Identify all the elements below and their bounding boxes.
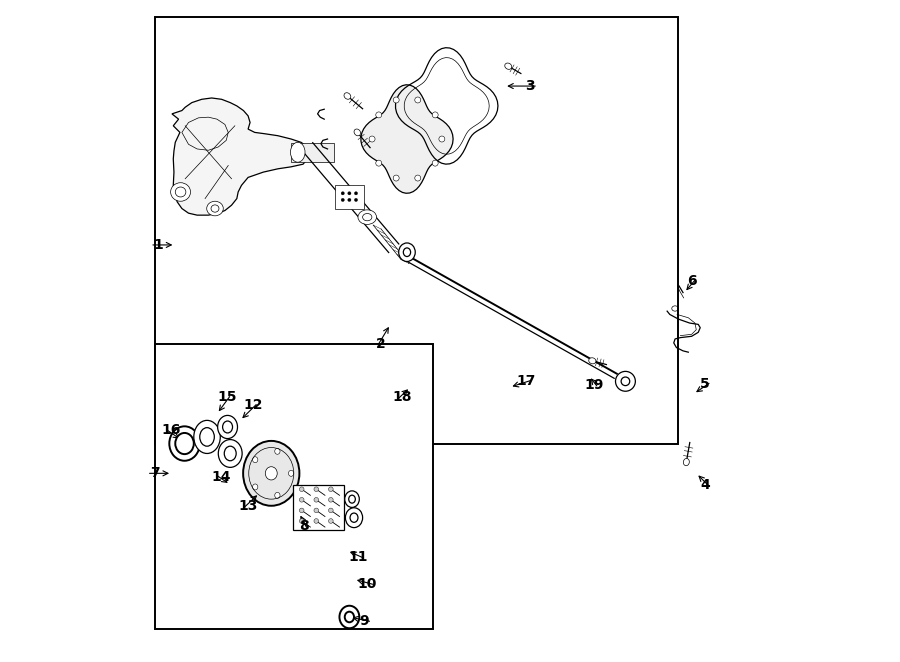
Ellipse shape xyxy=(344,93,351,99)
Ellipse shape xyxy=(274,493,280,498)
Ellipse shape xyxy=(355,199,357,201)
Ellipse shape xyxy=(253,484,257,490)
Ellipse shape xyxy=(328,519,333,523)
Ellipse shape xyxy=(224,446,236,461)
Text: 12: 12 xyxy=(243,398,263,412)
Ellipse shape xyxy=(219,440,242,467)
Ellipse shape xyxy=(616,371,635,391)
Ellipse shape xyxy=(200,428,214,446)
Polygon shape xyxy=(172,98,308,215)
Ellipse shape xyxy=(266,467,277,480)
Ellipse shape xyxy=(369,136,375,142)
Ellipse shape xyxy=(341,199,345,201)
Text: 10: 10 xyxy=(357,577,377,591)
Bar xyxy=(335,185,364,209)
Ellipse shape xyxy=(347,192,351,195)
Bar xyxy=(156,344,434,629)
Ellipse shape xyxy=(339,606,359,628)
Ellipse shape xyxy=(347,199,351,201)
Ellipse shape xyxy=(376,112,382,118)
Ellipse shape xyxy=(300,508,304,512)
Text: 3: 3 xyxy=(525,79,535,93)
Ellipse shape xyxy=(328,508,333,512)
Text: 15: 15 xyxy=(217,390,237,404)
Bar xyxy=(293,485,344,530)
Ellipse shape xyxy=(399,243,415,261)
Ellipse shape xyxy=(358,210,376,224)
Polygon shape xyxy=(361,85,453,193)
Text: 9: 9 xyxy=(359,614,369,628)
Text: 4: 4 xyxy=(700,477,710,492)
Ellipse shape xyxy=(393,175,400,181)
Ellipse shape xyxy=(314,519,319,523)
Bar xyxy=(291,143,334,162)
Ellipse shape xyxy=(291,142,305,162)
Ellipse shape xyxy=(345,612,354,622)
Ellipse shape xyxy=(345,491,359,507)
Ellipse shape xyxy=(341,192,345,195)
Ellipse shape xyxy=(169,426,200,461)
Text: 16: 16 xyxy=(161,423,180,438)
Ellipse shape xyxy=(253,457,257,463)
Ellipse shape xyxy=(350,513,358,522)
Text: 8: 8 xyxy=(300,519,310,534)
Ellipse shape xyxy=(348,495,356,503)
Ellipse shape xyxy=(243,441,300,506)
Text: 7: 7 xyxy=(150,466,160,481)
Ellipse shape xyxy=(355,192,357,195)
Text: 5: 5 xyxy=(700,377,710,391)
Ellipse shape xyxy=(314,498,319,502)
Ellipse shape xyxy=(176,433,194,454)
Ellipse shape xyxy=(432,112,438,118)
Ellipse shape xyxy=(393,97,400,103)
Text: 14: 14 xyxy=(212,469,231,484)
Ellipse shape xyxy=(415,175,420,181)
Ellipse shape xyxy=(211,205,219,212)
Ellipse shape xyxy=(439,136,445,142)
Text: 19: 19 xyxy=(585,378,604,393)
Ellipse shape xyxy=(354,129,361,136)
Ellipse shape xyxy=(314,508,319,512)
Ellipse shape xyxy=(314,487,319,491)
Ellipse shape xyxy=(415,97,420,103)
Ellipse shape xyxy=(194,420,220,453)
Text: 1: 1 xyxy=(154,238,164,252)
Ellipse shape xyxy=(363,213,372,221)
Bar xyxy=(156,17,679,444)
Ellipse shape xyxy=(300,519,304,523)
Text: 13: 13 xyxy=(238,499,257,514)
Ellipse shape xyxy=(300,498,304,502)
Ellipse shape xyxy=(207,201,223,216)
Ellipse shape xyxy=(589,357,596,364)
Ellipse shape xyxy=(376,160,382,166)
Ellipse shape xyxy=(218,416,238,439)
Ellipse shape xyxy=(505,63,512,70)
Text: 2: 2 xyxy=(375,337,385,352)
Ellipse shape xyxy=(176,187,186,197)
Text: 6: 6 xyxy=(687,274,697,289)
Ellipse shape xyxy=(289,470,293,477)
Ellipse shape xyxy=(328,498,333,502)
Ellipse shape xyxy=(171,183,191,201)
Text: 18: 18 xyxy=(392,390,412,404)
Ellipse shape xyxy=(432,160,438,166)
Ellipse shape xyxy=(403,248,410,256)
Ellipse shape xyxy=(683,459,689,465)
Ellipse shape xyxy=(300,487,304,491)
Text: 11: 11 xyxy=(349,550,368,565)
Text: 17: 17 xyxy=(517,373,535,388)
Ellipse shape xyxy=(274,448,280,454)
Ellipse shape xyxy=(621,377,630,385)
Ellipse shape xyxy=(222,421,232,433)
Ellipse shape xyxy=(346,508,363,528)
Ellipse shape xyxy=(328,487,333,491)
